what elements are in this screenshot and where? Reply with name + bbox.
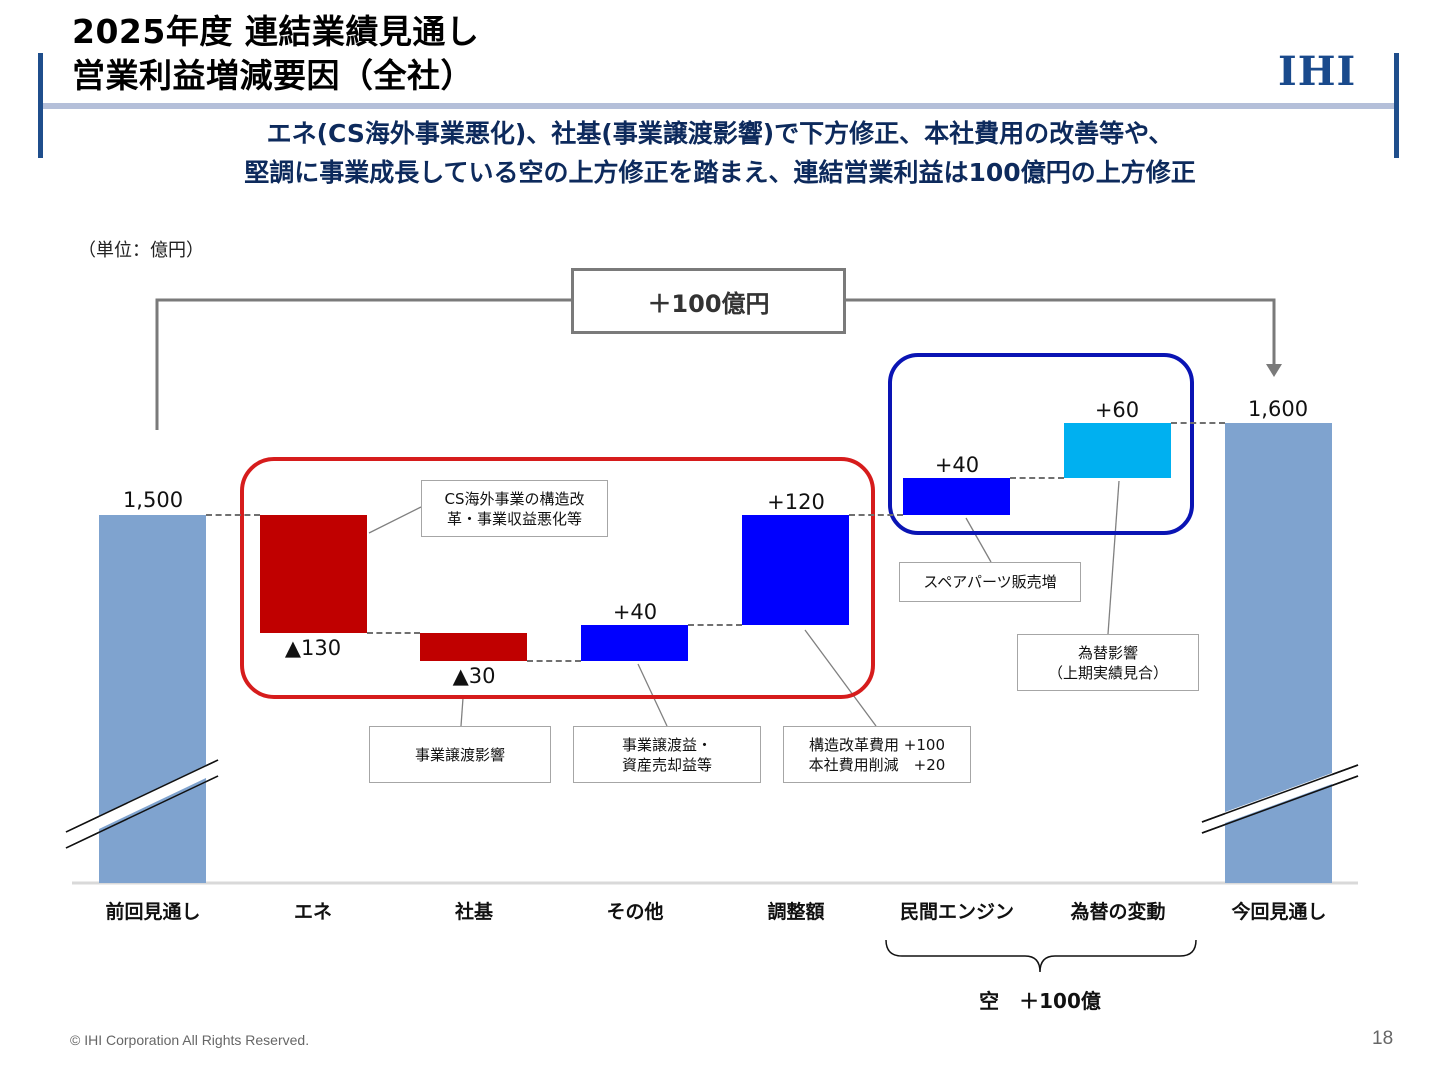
connector-dash — [688, 624, 742, 626]
value-label-energy: ▲130 — [284, 636, 342, 660]
category-label-current: 今回見通し — [1231, 901, 1327, 923]
category-label-other: その他 — [606, 901, 664, 923]
connector-dash — [1010, 477, 1064, 479]
subtitle-line-2: 堅調に事業成長している空の上方修正を踏まえ、連結営業利益は100億円の上方修正 — [244, 158, 1196, 187]
connector-dash — [1171, 422, 1225, 424]
callout-adjustment: 構造改革費用 +100 本社費用削減 +20 — [783, 726, 971, 783]
callout-fx-change: 為替影響 （上期実績見合） — [1017, 634, 1199, 691]
category-label-civil-engines: 民間エンジン — [899, 901, 1014, 923]
group-outline-aero-factors — [888, 353, 1194, 535]
page-title: 2025年度 連結業績見通し 営業利益増減要因（全社） — [72, 10, 479, 98]
category-label-previous: 前回見通し — [105, 901, 201, 923]
category-label-energy: エネ — [293, 901, 332, 923]
category-label-social-infra: 社基 — [454, 901, 493, 923]
connector-dash — [527, 660, 581, 662]
bar-adjustment — [742, 515, 849, 625]
ihi-logo: IHI — [1278, 48, 1357, 95]
bar-energy — [260, 515, 367, 633]
bar-civil-engines — [903, 478, 1010, 515]
unit-label: （単位：億円） — [78, 240, 204, 261]
bar-fx-change — [1064, 423, 1171, 478]
subtitle-line-1: エネ(CS海外事業悪化)、社基(事業譲渡影響)で下方修正、本社費用の改善等や、 — [266, 119, 1174, 148]
header-divider — [43, 103, 1394, 109]
value-label-other: +40 — [612, 600, 658, 624]
callout-social-infra: 事業譲渡影響 — [369, 726, 551, 783]
total-change-box: ＋100億円 — [571, 268, 846, 334]
bar-current-forecast — [1225, 423, 1332, 883]
value-label-adjustment: +120 — [767, 490, 825, 514]
category-label-adjustment: 調整額 — [767, 901, 825, 923]
value-label-current: 1,600 — [1247, 397, 1309, 421]
value-label-social-infra: ▲30 — [452, 664, 496, 688]
bar-social-infra — [420, 633, 527, 661]
connector-dash — [206, 514, 260, 516]
group-outline-downward-factors — [240, 457, 875, 699]
category-label-fx-change: 為替の変動 — [1070, 901, 1166, 923]
connector-dash — [367, 632, 420, 634]
aero-group-sum-label: 空 ＋100億 — [979, 989, 1101, 1013]
bar-previous-forecast — [99, 515, 206, 883]
title-line-2: 営業利益増減要因（全社） — [72, 56, 474, 95]
value-label-previous: 1,500 — [122, 488, 184, 512]
value-label-civil-engines: +40 — [934, 453, 980, 477]
callout-energy: CS海外事業の構造改 革・事業収益悪化等 — [421, 480, 608, 537]
bar-other — [581, 625, 688, 661]
callout-civil-engines: スペアパーツ販売増 — [899, 562, 1081, 602]
right-accent-rule — [1394, 53, 1399, 158]
title-line-1: 2025年度 連結業績見通し — [72, 12, 480, 51]
left-accent-rule — [38, 53, 43, 158]
copyright: © IHI Corporation All Rights Reserved. — [70, 1032, 310, 1048]
value-label-fx-change: +60 — [1094, 398, 1140, 422]
connector-dash — [849, 514, 903, 516]
callout-other: 事業譲渡益・ 資産売却益等 — [573, 726, 761, 783]
page-number: 18 — [1372, 1028, 1394, 1049]
